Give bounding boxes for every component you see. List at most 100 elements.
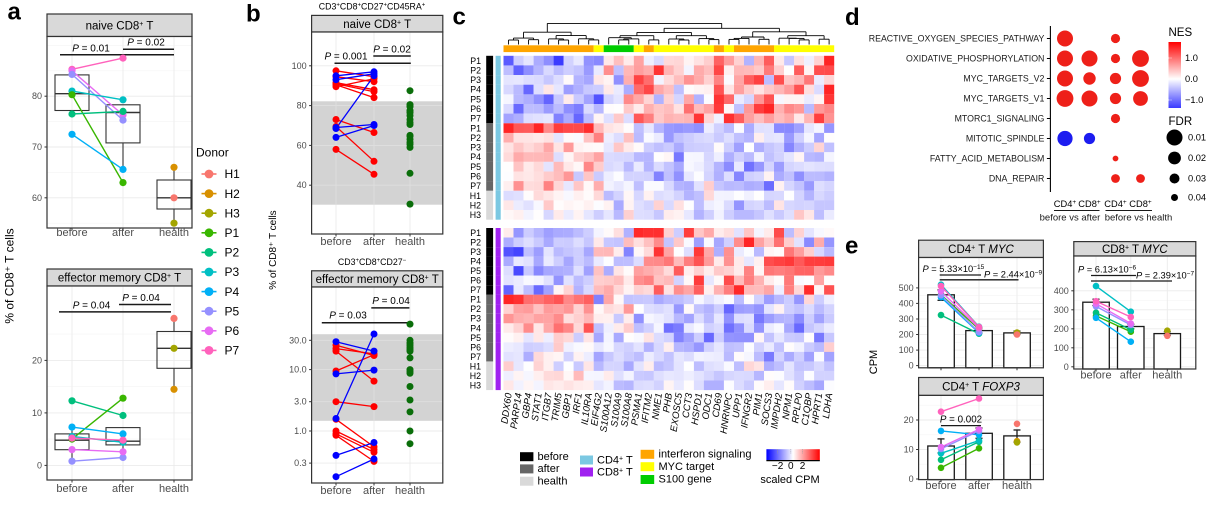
svg-text:−2: −2 bbox=[772, 461, 784, 472]
svg-text:60: 60 bbox=[297, 140, 307, 150]
svg-text:Donor: Donor bbox=[196, 146, 229, 160]
svg-text:3.0: 3.0 bbox=[294, 397, 307, 407]
svg-text:IFITM2: IFITM2 bbox=[640, 392, 655, 424]
svg-text:P7: P7 bbox=[470, 352, 481, 362]
svg-text:PARP14: PARP14 bbox=[509, 392, 525, 429]
svg-text:IFNGR2: IFNGR2 bbox=[739, 392, 755, 429]
svg-text:before: before bbox=[56, 227, 87, 239]
svg-text:NME1: NME1 bbox=[650, 392, 665, 420]
svg-text:P = 0.03: P = 0.03 bbox=[329, 311, 367, 322]
svg-text:0.02: 0.02 bbox=[1188, 153, 1206, 163]
svg-text:P5: P5 bbox=[470, 266, 481, 276]
svg-text:10: 10 bbox=[32, 408, 42, 418]
svg-text:after: after bbox=[112, 227, 134, 239]
svg-text:P1: P1 bbox=[225, 226, 240, 240]
svg-text:P3: P3 bbox=[470, 247, 481, 257]
svg-text:30.0: 30.0 bbox=[289, 335, 307, 345]
svg-text:% of CD8⁺ T cells: % of CD8⁺ T cells bbox=[268, 210, 279, 289]
svg-text:400: 400 bbox=[899, 298, 914, 308]
svg-text:CD4+: CD4+ bbox=[1104, 199, 1127, 209]
svg-text:P = 0.04: P = 0.04 bbox=[372, 296, 410, 307]
svg-text:% of CD8⁺ T cells: % of CD8⁺ T cells bbox=[3, 228, 17, 323]
svg-text:interferon signaling: interferon signaling bbox=[659, 449, 752, 461]
svg-text:P5: P5 bbox=[470, 162, 481, 172]
svg-text:HPRT1: HPRT1 bbox=[810, 392, 825, 425]
svg-text:health: health bbox=[159, 483, 189, 495]
svg-text:a: a bbox=[8, 0, 22, 26]
svg-text:0: 0 bbox=[909, 361, 914, 371]
svg-text:e: e bbox=[845, 233, 858, 260]
svg-text:CD8+ T: CD8+ T bbox=[597, 467, 633, 479]
svg-text:DNA_REPAIR: DNA_REPAIR bbox=[989, 174, 1045, 184]
svg-text:FDR: FDR bbox=[1169, 116, 1193, 128]
svg-text:70: 70 bbox=[32, 142, 42, 152]
svg-text:0.0: 0.0 bbox=[1185, 74, 1198, 84]
svg-text:before: before bbox=[320, 485, 351, 497]
svg-text:PIM1: PIM1 bbox=[751, 392, 765, 416]
svg-text:CD8+: CD8+ bbox=[1129, 199, 1152, 209]
svg-text:RPLP0: RPLP0 bbox=[790, 392, 805, 424]
svg-text:GBP4: GBP4 bbox=[520, 392, 534, 419]
svg-text:effector memory CD8+ T: effector memory CD8+ T bbox=[316, 274, 439, 286]
svg-text:health: health bbox=[395, 485, 425, 497]
svg-text:P = 0.001: P = 0.001 bbox=[324, 51, 368, 62]
svg-text:ODC1: ODC1 bbox=[700, 392, 715, 420]
svg-text:after: after bbox=[363, 485, 385, 497]
svg-text:P2: P2 bbox=[470, 304, 481, 314]
svg-text:H1: H1 bbox=[470, 361, 481, 371]
svg-text:P = 6.13×10−6: P = 6.13×10−6 bbox=[1078, 264, 1136, 274]
svg-text:before: before bbox=[1080, 370, 1111, 382]
svg-text:P3: P3 bbox=[470, 314, 481, 324]
svg-text:before: before bbox=[56, 483, 87, 495]
svg-text:d: d bbox=[845, 4, 860, 31]
svg-text:20: 20 bbox=[904, 415, 914, 425]
svg-text:H3: H3 bbox=[225, 206, 241, 220]
svg-text:NPM1: NPM1 bbox=[781, 392, 796, 420]
svg-text:200: 200 bbox=[1054, 324, 1069, 334]
svg-text:0: 0 bbox=[37, 460, 42, 470]
svg-text:200: 200 bbox=[899, 330, 914, 340]
svg-text:STAT1: STAT1 bbox=[530, 392, 545, 422]
svg-text:−1.0: −1.0 bbox=[1185, 95, 1203, 105]
svg-text:P = 0.01: P = 0.01 bbox=[72, 43, 110, 54]
svg-text:P = 0.04: P = 0.04 bbox=[73, 300, 111, 311]
svg-text:MYC_TARGETS_V1: MYC_TARGETS_V1 bbox=[963, 94, 1044, 104]
svg-text:10.0: 10.0 bbox=[289, 365, 307, 375]
svg-text:IL10RA: IL10RA bbox=[580, 392, 595, 425]
svg-text:P = 2.39×10−7: P = 2.39×10−7 bbox=[1136, 271, 1194, 281]
svg-text:100: 100 bbox=[292, 61, 307, 71]
svg-text:EIF4G2: EIF4G2 bbox=[589, 392, 605, 427]
svg-text:P6: P6 bbox=[470, 172, 481, 182]
svg-text:P3: P3 bbox=[470, 75, 481, 85]
svg-text:MTORC1_SIGNALING: MTORC1_SIGNALING bbox=[955, 114, 1045, 124]
svg-text:P5: P5 bbox=[470, 333, 481, 343]
svg-text:MITOTIC_SPINDLE: MITOTIC_SPINDLE bbox=[966, 134, 1045, 144]
svg-text:S100A9: S100A9 bbox=[609, 392, 625, 428]
svg-text:P1: P1 bbox=[470, 123, 481, 133]
svg-text:P = 5.33×10−15: P = 5.33×10−15 bbox=[923, 264, 985, 274]
svg-text:H2: H2 bbox=[470, 371, 481, 381]
svg-text:IMPDH2: IMPDH2 bbox=[769, 392, 785, 430]
svg-text:CD8+ T MYC: CD8+ T MYC bbox=[1102, 244, 1168, 256]
svg-text:40: 40 bbox=[297, 180, 307, 190]
svg-text:LDHA: LDHA bbox=[821, 392, 835, 419]
svg-text:P7: P7 bbox=[470, 114, 481, 124]
svg-text:0.03: 0.03 bbox=[1188, 174, 1206, 184]
svg-text:P6: P6 bbox=[470, 276, 481, 286]
svg-text:PHB: PHB bbox=[661, 392, 675, 414]
svg-text:P = 0.04: P = 0.04 bbox=[122, 293, 160, 304]
svg-text:P4: P4 bbox=[470, 323, 481, 333]
svg-text:HSPD1: HSPD1 bbox=[690, 392, 705, 425]
svg-text:CD69: CD69 bbox=[711, 392, 725, 418]
svg-text:scaled CPM: scaled CPM bbox=[760, 474, 819, 486]
svg-text:P4: P4 bbox=[470, 257, 481, 267]
svg-text:C1QBP: C1QBP bbox=[800, 392, 816, 426]
svg-text:before vs after: before vs after bbox=[1040, 213, 1101, 224]
svg-text:1.0: 1.0 bbox=[1185, 53, 1198, 63]
svg-text:after: after bbox=[538, 463, 560, 475]
svg-text:health: health bbox=[159, 227, 189, 239]
svg-text:before: before bbox=[320, 236, 351, 248]
svg-text:CCT3: CCT3 bbox=[681, 392, 695, 419]
svg-text:P1: P1 bbox=[470, 228, 481, 238]
svg-text:UPP1: UPP1 bbox=[731, 392, 745, 418]
